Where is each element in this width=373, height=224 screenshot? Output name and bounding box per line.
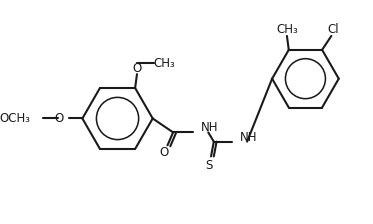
Text: O: O: [54, 112, 64, 125]
Text: NH: NH: [240, 131, 257, 144]
Text: CH₃: CH₃: [276, 23, 298, 36]
Text: NH: NH: [201, 121, 218, 134]
Text: O: O: [132, 62, 142, 75]
Text: CH₃: CH₃: [154, 56, 176, 69]
Text: Cl: Cl: [327, 23, 339, 36]
Text: S: S: [206, 159, 213, 172]
Text: O: O: [159, 146, 169, 159]
Text: OCH₃: OCH₃: [0, 112, 31, 125]
